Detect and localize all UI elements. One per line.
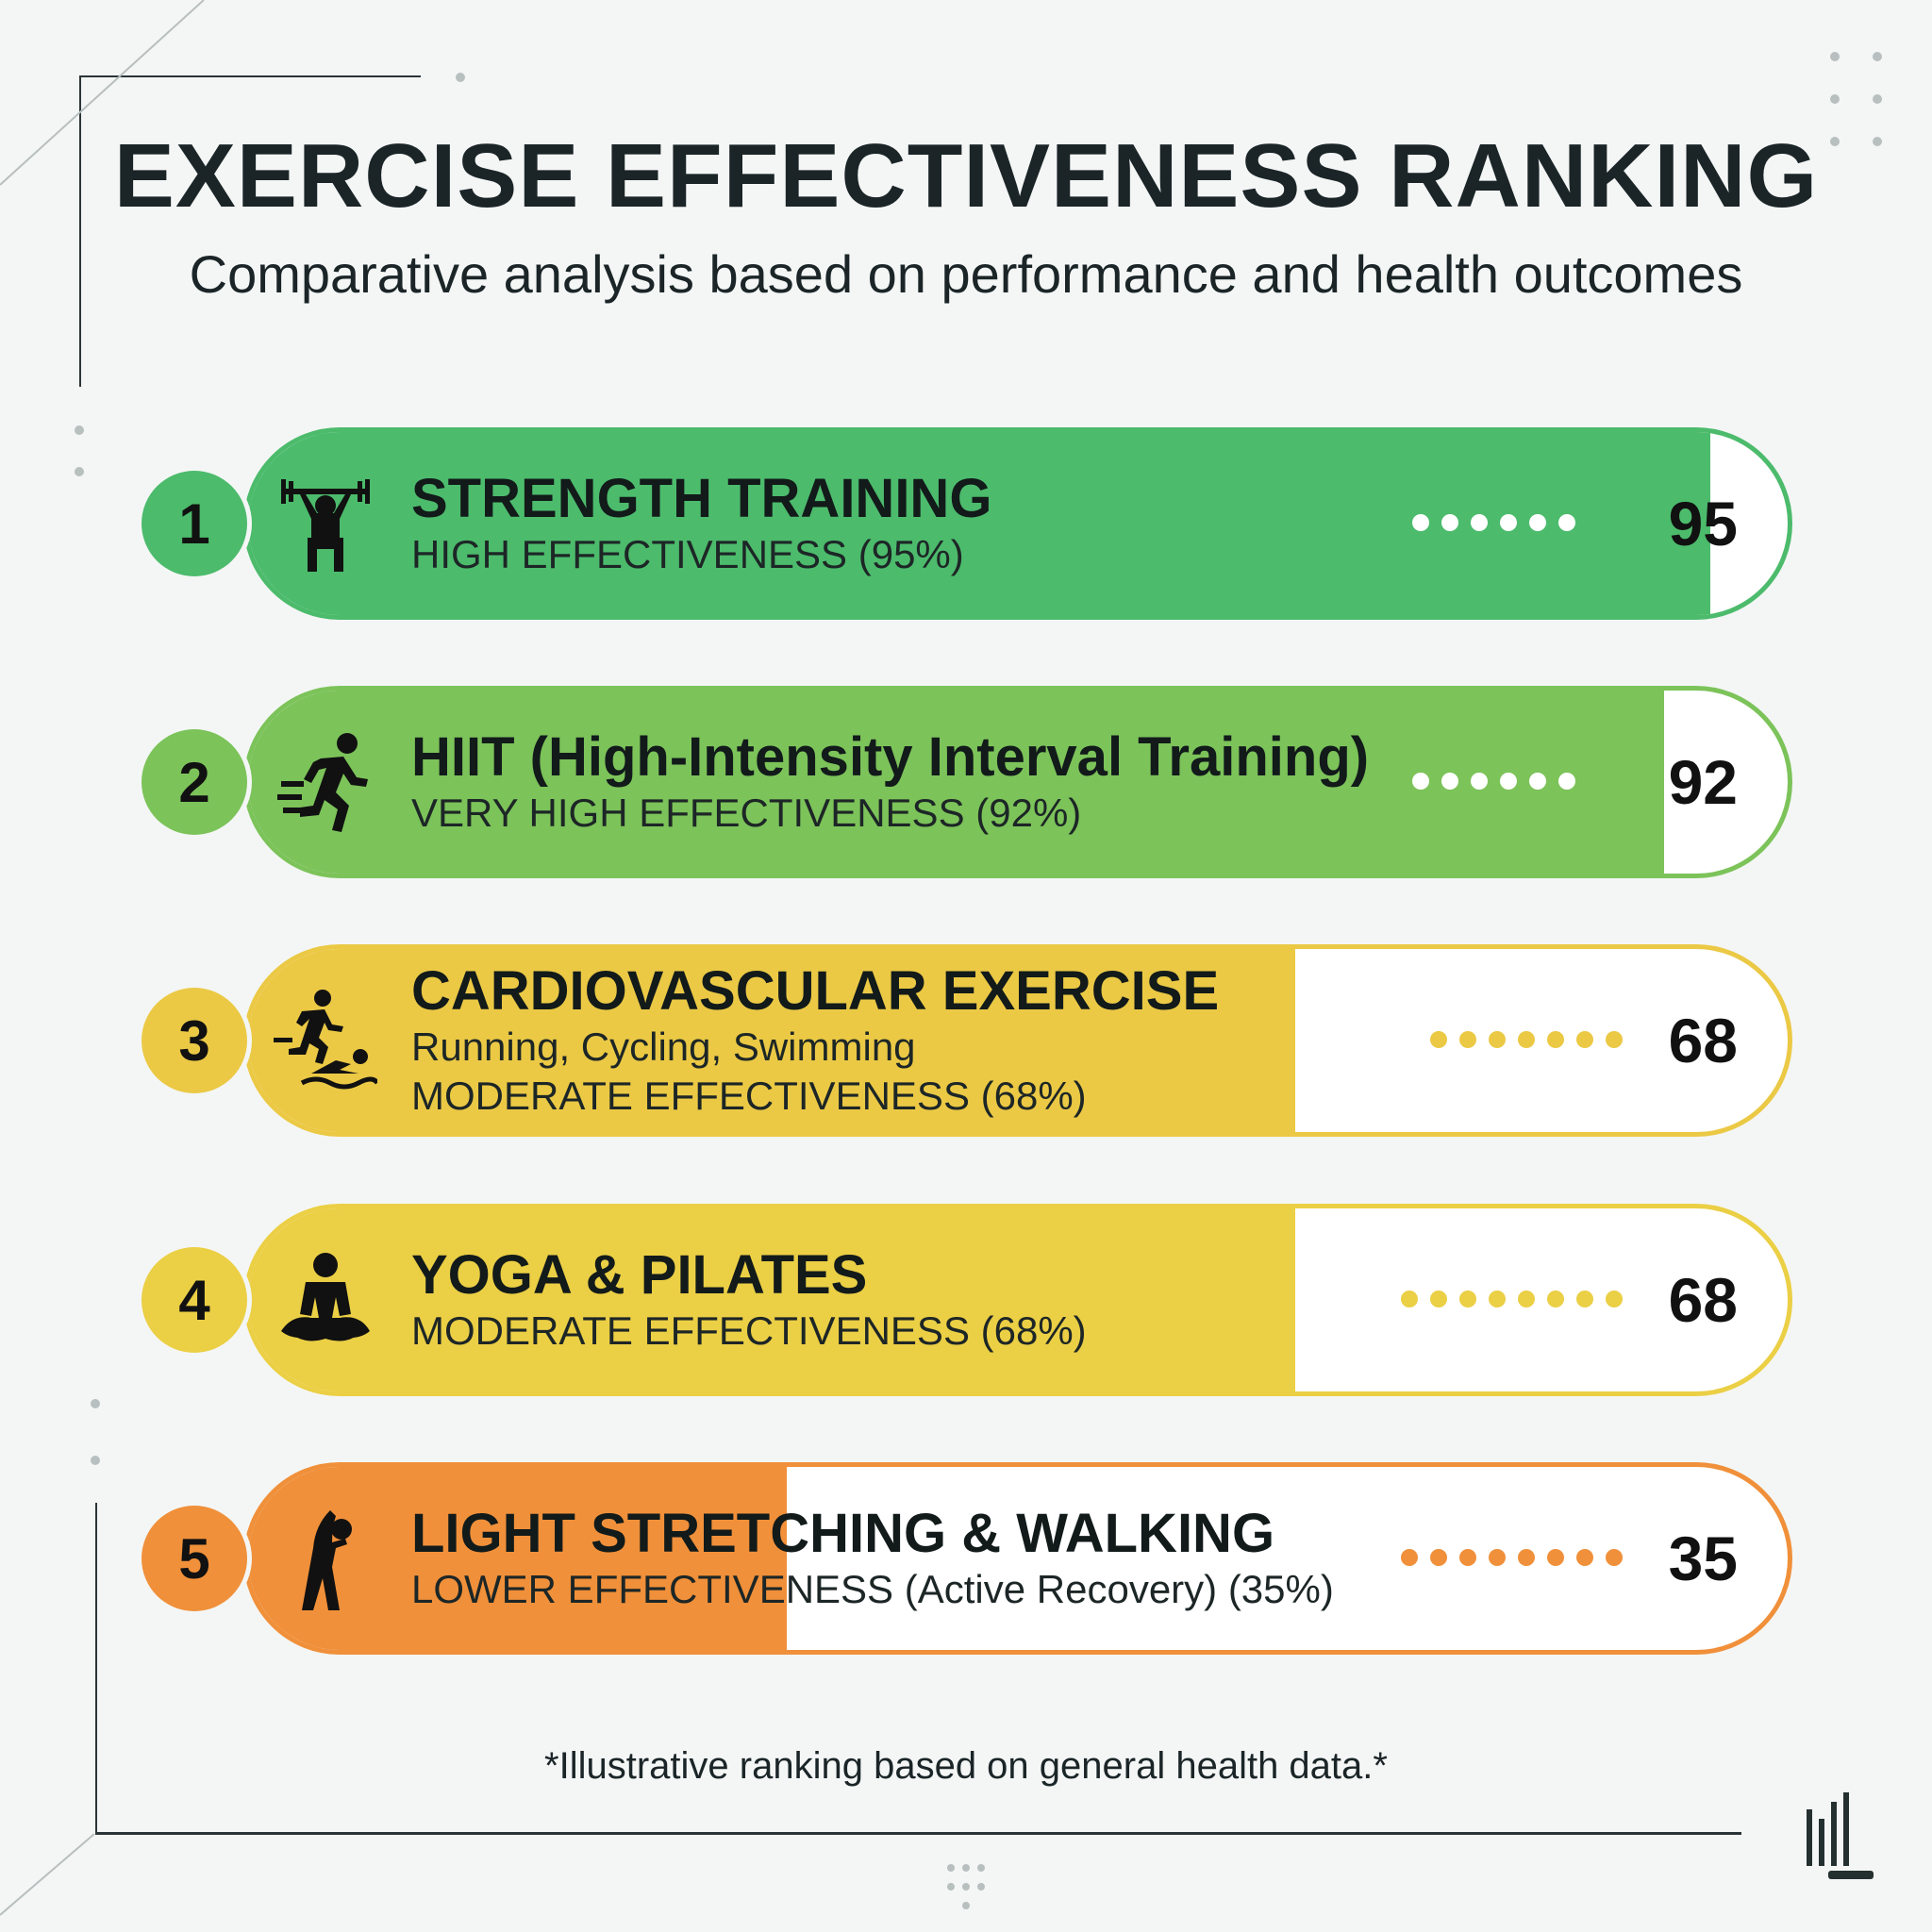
exercise-name: STRENGTH TRAINING [411,468,992,529]
dot-marker [1430,1291,1447,1307]
dot-marker [1558,773,1575,790]
rank-badge: 1 [142,471,247,576]
dot-marker [1500,773,1517,790]
score-label: 68 [1668,1265,1738,1335]
dot-marker [1606,1549,1623,1566]
dot-marker [1547,1291,1564,1307]
dot-marker [1518,1031,1535,1048]
ranking-row: 4 YOGA & PILATES MODERATE EFFECTIVENESS (… [142,1204,1792,1396]
score-label: 68 [1668,1006,1738,1075]
ranking-row: 5 LIGHT STRETCHING & WALKING LOWER EFFECT… [142,1462,1792,1655]
dot-marker [1471,514,1488,531]
dot-marker [1529,514,1546,531]
dot-marker [1430,1549,1447,1566]
frame-line-top [79,75,421,77]
dot-marker [1412,514,1429,531]
dot-marker [1401,1291,1418,1307]
ranking-row: 3 CARDIOVASCULAR EXERCISE Running, Cyclin… [142,944,1792,1137]
dot-leader [1412,773,1575,790]
dot-marker [1412,773,1429,790]
footnote: *Illustrative ranking based on general h… [544,1745,1388,1787]
bar-track [243,1462,1792,1655]
row-description: Running, Cycling, Swimming [411,1024,916,1069]
exercise-name: LIGHT STRETCHING & WALKING [411,1503,1275,1564]
dot-marker [1500,514,1517,531]
dot-marker [1459,1291,1476,1307]
row-description: MODERATE EFFECTIVENESS (68%) [411,1308,1087,1353]
dot-marker [1558,514,1575,531]
dot-marker [1441,514,1458,531]
frame-line-bottom [95,1832,1741,1835]
bar-fill [248,1208,1295,1391]
runner-swimmer-icon [274,990,377,1090]
dot-marker [1489,1291,1506,1307]
dot-leader [1412,514,1575,531]
dot-marker [1576,1031,1593,1048]
dot-leader [1401,1291,1623,1307]
dot-marker [1471,773,1488,790]
bar-fill [248,949,1295,1132]
frame-line-bottom-left [95,1503,97,1833]
row-description: MODERATE EFFECTIVENESS (68%) [411,1074,1087,1118]
bar-track [243,1204,1792,1396]
row-description: VERY HIGH EFFECTIVENESS (92%) [411,791,1082,835]
score-label: 35 [1668,1524,1738,1593]
stretching-icon [302,1510,352,1610]
rank-badge: 3 [142,988,247,1093]
sprinter-icon [277,733,368,832]
ranking-row: 1 STRENGTH TRAINING HIGH EFFECTIVENESS (9… [142,427,1792,620]
bar-track [243,944,1792,1137]
frame-line-left [79,75,81,387]
rank-badge: 5 [142,1506,247,1611]
dot-marker [1529,773,1546,790]
dot-marker [1459,1031,1476,1048]
exercise-name: YOGA & PILATES [411,1244,868,1306]
dot-leader [1430,1031,1623,1048]
dot-marker [1489,1031,1506,1048]
bar-fill [248,432,1711,615]
row-text: CARDIOVASCULAR EXERCISE Running, Cycling,… [411,944,1219,1137]
dot-marker [1430,1031,1447,1048]
row-text: LIGHT STRETCHING & WALKING LOWER EFFECTIV… [411,1462,1334,1655]
weightlifter-icon [281,479,370,572]
score-label: 95 [1668,489,1738,558]
dot-marker [1518,1291,1535,1307]
row-text: YOGA & PILATES MODERATE EFFECTIVENESS (68… [411,1204,1087,1396]
dot-marker [1547,1031,1564,1048]
row-description: HIGH EFFECTIVENESS (95%) [411,532,964,576]
bar-chart-logo-icon [1807,1792,1874,1879]
dot-marker [1606,1291,1623,1307]
exercise-name: HIIT (High-Intensity Interval Training) [411,726,1370,788]
dot-marker [1489,1549,1506,1566]
exercise-name: CARDIOVASCULAR EXERCISE [411,960,1220,1022]
dot-marker [1518,1549,1535,1566]
row-text: STRENGTH TRAINING HIGH EFFECTIVENESS (95%… [411,427,991,620]
rank-badge: 4 [142,1247,247,1353]
ranking-row: 2 HIIT (High-Intensity Interval Training… [142,686,1792,878]
page-title: EXERCISE EFFECTIVENESS RANKING [113,125,1819,226]
page-subtitle: Comparative analysis based on performanc… [189,244,1743,304]
bar-track [243,686,1792,878]
dot-marker [1459,1549,1476,1566]
dot-marker [1401,1549,1418,1566]
dot-marker [1441,773,1458,790]
bar-fill [248,1467,788,1650]
row-description: LOWER EFFECTIVENESS (Active Recovery) (3… [411,1567,1334,1611]
dot-marker [1576,1549,1593,1566]
dot-marker [1547,1549,1564,1566]
dot-leader [1401,1549,1623,1566]
dot-marker [1606,1031,1623,1048]
score-label: 92 [1668,747,1738,817]
rank-badge: 2 [142,729,247,835]
meditation-icon [281,1253,370,1341]
dot-marker [1576,1291,1593,1307]
row-text: HIIT (High-Intensity Interval Training) V… [411,686,1369,878]
